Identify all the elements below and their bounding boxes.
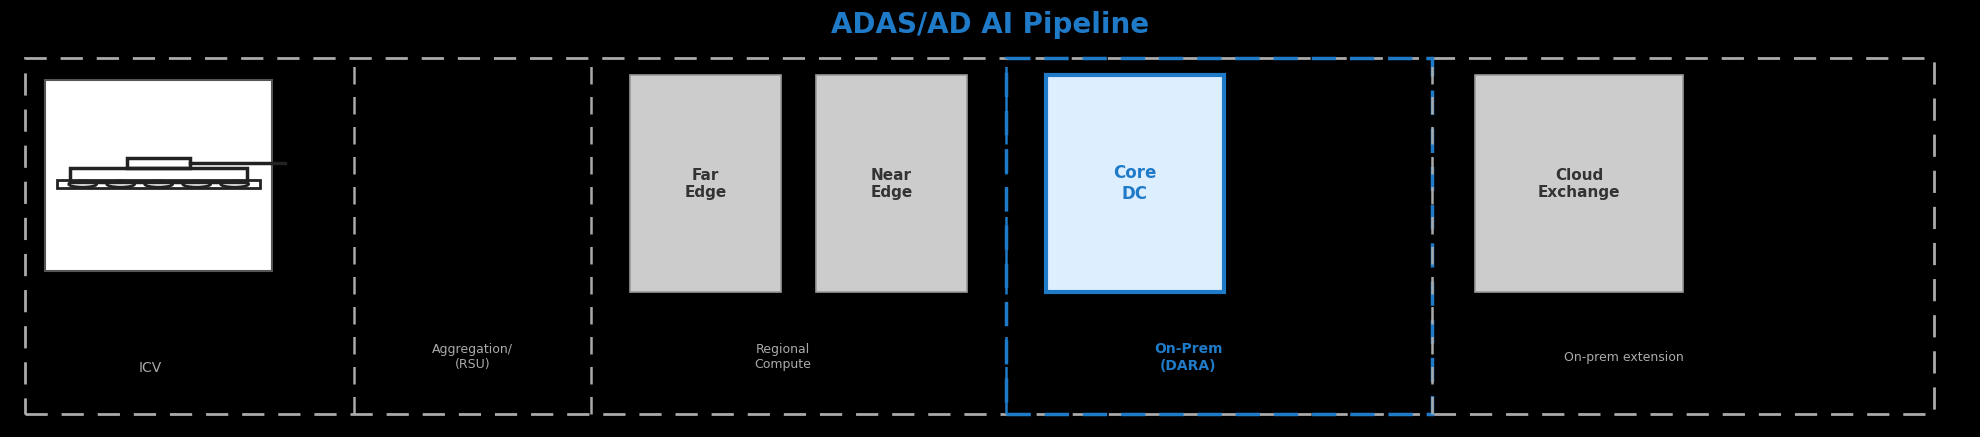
Text: Cloud
Exchange: Cloud Exchange	[1536, 167, 1620, 200]
Bar	[46, 80, 273, 271]
Text: Aggregation/
(RSU): Aggregation/ (RSU)	[432, 343, 513, 371]
Text: Near
Edge: Near Edge	[869, 167, 913, 200]
Bar	[630, 75, 780, 292]
Text: On-prem extension: On-prem extension	[1562, 351, 1683, 364]
Bar	[1475, 75, 1683, 292]
Bar	[57, 180, 259, 187]
Bar	[1006, 58, 1432, 414]
Bar	[1045, 75, 1224, 292]
Bar	[26, 58, 1932, 414]
Text: Far
Edge: Far Edge	[685, 167, 727, 200]
Text: Core
DC: Core DC	[1113, 164, 1156, 203]
Bar	[816, 75, 966, 292]
Text: On-Prem
(DARA): On-Prem (DARA)	[1154, 342, 1222, 373]
Bar	[127, 158, 190, 168]
Text: ICV: ICV	[139, 361, 160, 375]
Text: Regional
Compute: Regional Compute	[754, 343, 812, 371]
Text: ADAS/AD AI Pipeline: ADAS/AD AI Pipeline	[832, 11, 1148, 39]
Bar	[69, 168, 248, 182]
